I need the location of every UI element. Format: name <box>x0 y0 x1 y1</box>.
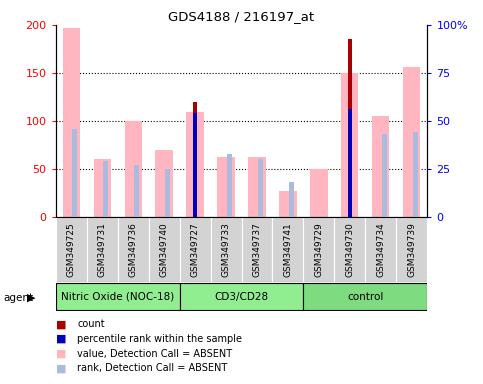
Bar <box>193 102 197 217</box>
Text: ■: ■ <box>56 349 66 359</box>
Text: value, Detection Call = ABSENT: value, Detection Call = ABSENT <box>77 349 232 359</box>
Text: CD3/CD28: CD3/CD28 <box>214 291 269 302</box>
Text: ■: ■ <box>56 363 66 373</box>
Bar <box>165 169 170 217</box>
Bar <box>193 113 198 217</box>
Text: percentile rank within the sample: percentile rank within the sample <box>77 334 242 344</box>
Bar <box>56 283 180 310</box>
Bar <box>303 283 427 310</box>
Text: GDS4188 / 216197_at: GDS4188 / 216197_at <box>169 10 314 23</box>
Text: count: count <box>77 319 105 329</box>
Bar <box>56 217 86 282</box>
Bar <box>242 217 272 282</box>
Bar <box>134 165 139 217</box>
Text: ■: ■ <box>56 319 66 329</box>
Bar <box>217 157 235 217</box>
Bar <box>62 28 80 217</box>
Bar <box>372 116 389 217</box>
Text: GSM349725: GSM349725 <box>67 222 75 277</box>
Bar <box>334 217 366 282</box>
Text: GSM349730: GSM349730 <box>345 222 355 277</box>
Text: GSM349736: GSM349736 <box>128 222 138 277</box>
Text: GSM349727: GSM349727 <box>190 222 199 277</box>
Bar <box>289 182 294 217</box>
Bar <box>403 67 421 217</box>
Bar <box>72 129 77 217</box>
Text: GSM349734: GSM349734 <box>376 222 385 277</box>
Text: agent: agent <box>4 293 34 303</box>
Bar <box>348 109 352 217</box>
Text: rank, Detection Call = ABSENT: rank, Detection Call = ABSENT <box>77 363 227 373</box>
Text: GSM349731: GSM349731 <box>98 222 107 277</box>
Bar <box>117 217 149 282</box>
Text: GSM349733: GSM349733 <box>222 222 230 277</box>
Text: ▶: ▶ <box>27 293 35 303</box>
Bar <box>397 217 427 282</box>
Text: GSM349741: GSM349741 <box>284 222 293 277</box>
Bar <box>280 191 297 217</box>
Text: GSM349737: GSM349737 <box>253 222 261 277</box>
Bar <box>94 159 111 217</box>
Bar <box>272 217 303 282</box>
Bar <box>258 159 263 217</box>
Text: ■: ■ <box>56 334 66 344</box>
Bar <box>383 134 387 217</box>
Bar <box>413 132 418 217</box>
Bar <box>180 283 303 310</box>
Bar <box>311 169 327 217</box>
Bar <box>227 154 232 217</box>
Text: GSM349739: GSM349739 <box>408 222 416 277</box>
Text: control: control <box>347 291 384 302</box>
Bar <box>156 150 172 217</box>
Bar <box>86 217 117 282</box>
Bar <box>211 217 242 282</box>
Bar <box>125 121 142 217</box>
Bar <box>180 217 211 282</box>
Bar <box>186 113 203 217</box>
Bar <box>341 73 358 217</box>
Bar <box>149 217 180 282</box>
Bar <box>348 40 352 217</box>
Bar <box>303 217 334 282</box>
Bar <box>248 157 266 217</box>
Text: GSM349729: GSM349729 <box>314 222 324 277</box>
Text: GSM349740: GSM349740 <box>159 222 169 277</box>
Bar <box>366 217 397 282</box>
Text: Nitric Oxide (NOC-18): Nitric Oxide (NOC-18) <box>61 291 174 302</box>
Bar <box>103 161 108 217</box>
